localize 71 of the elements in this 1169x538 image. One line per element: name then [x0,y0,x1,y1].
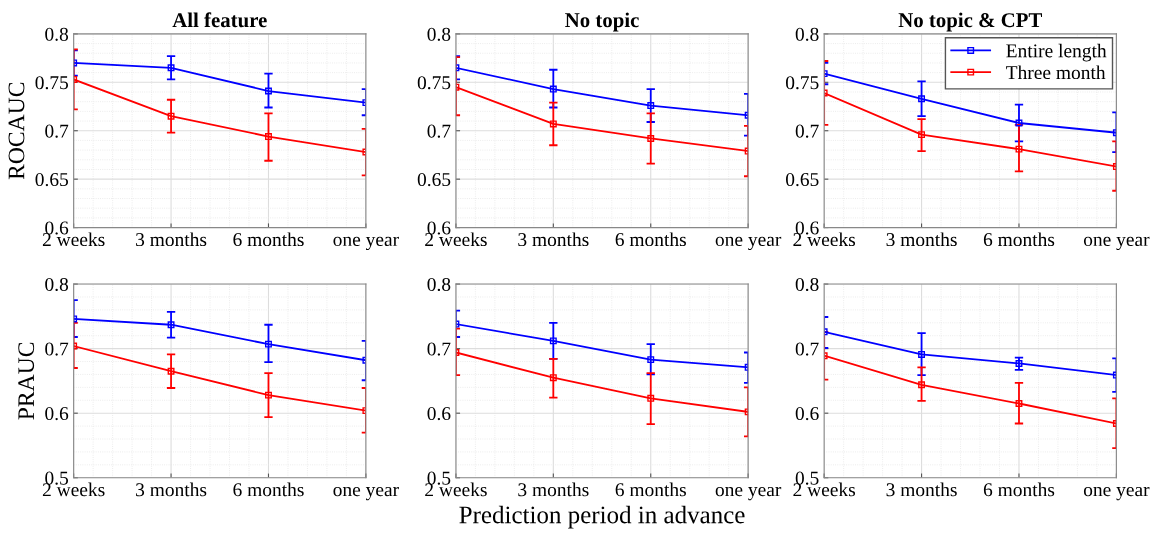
y-tick-label: 0.75 [786,76,819,90]
point [1015,119,1023,127]
legend-label: Three month [1006,65,1106,80]
point [1015,359,1023,367]
point [265,391,272,399]
y-tick-label: 0.75 [35,76,69,90]
x-tick-label: 6 months [983,482,1055,497]
x-tick-label: 3 months [886,232,957,247]
point [918,381,926,389]
point [265,87,272,95]
point [265,340,272,348]
point [549,85,557,93]
chart-title: No topic & CPT [898,12,1042,32]
y-tick-label: 0.8 [45,27,69,41]
x-tick-label: 3 months [886,482,957,497]
x-tick-label: one year [715,236,782,251]
x-tick-label: 6 months [615,232,686,247]
point [647,135,655,142]
point [167,64,175,72]
y-tick-label: 0.8 [795,277,819,292]
point [1015,400,1023,407]
y-tick-label: 0.7 [45,342,69,356]
y-axis-title: PRAUC [18,342,35,420]
x-tick-label: 6 months [233,232,304,247]
chart-title: No topic [565,12,639,32]
y-tick-label: 0.6 [427,407,451,421]
point [918,131,926,139]
point [918,95,926,103]
y-tick-label: 0.7 [45,124,69,138]
x-tick-label: one year [1083,236,1150,251]
x-tick-label: 3 months [518,482,589,497]
y-tick-label: 0.6 [45,407,69,421]
x-tick-label: 3 months [136,482,207,497]
y-tick-label: 0.7 [795,342,819,356]
x-tick-label: 6 months [615,482,686,497]
point [549,120,557,128]
y-tick-label: 0.65 [35,172,69,187]
y-tick-label: 0.6 [795,407,819,421]
y-tick-label: 0.7 [795,124,819,138]
point [167,112,175,120]
point [647,102,655,110]
point [647,356,655,364]
point [549,374,557,382]
point [549,337,557,345]
point [167,321,175,329]
x-tick-label: one year [333,236,399,251]
x-tick-label: one year [715,486,782,501]
x-tick-label: one year [1083,486,1150,501]
y-tick-label: 0.8 [427,27,451,41]
y-tick-label: 0.7 [427,342,451,356]
legend-label: Entire length [1006,43,1107,62]
y-tick-label: 0.65 [417,172,451,187]
y-tick-label: 0.8 [45,277,69,292]
chart-title: All feature [172,12,267,28]
point [167,367,175,375]
x-tick-label: one year [333,486,399,501]
point [265,133,272,141]
y-tick-label: 0.7 [427,124,451,138]
y-axis-title: ROCAUC [8,82,25,180]
y-tick-label: 0.75 [417,76,451,90]
y-tick-label: 0.8 [427,277,451,292]
x-axis-title: Prediction period in advance [459,505,745,529]
x-tick-label: 6 months [233,482,304,497]
x-tick-label: 3 months [136,232,207,247]
x-tick-label: 6 months [983,232,1055,247]
x-tick-label: 3 months [518,232,589,247]
point [1015,145,1023,153]
y-tick-label: 0.8 [795,27,819,41]
y-tick-label: 0.65 [786,172,819,187]
point [918,350,926,358]
point [647,394,655,402]
